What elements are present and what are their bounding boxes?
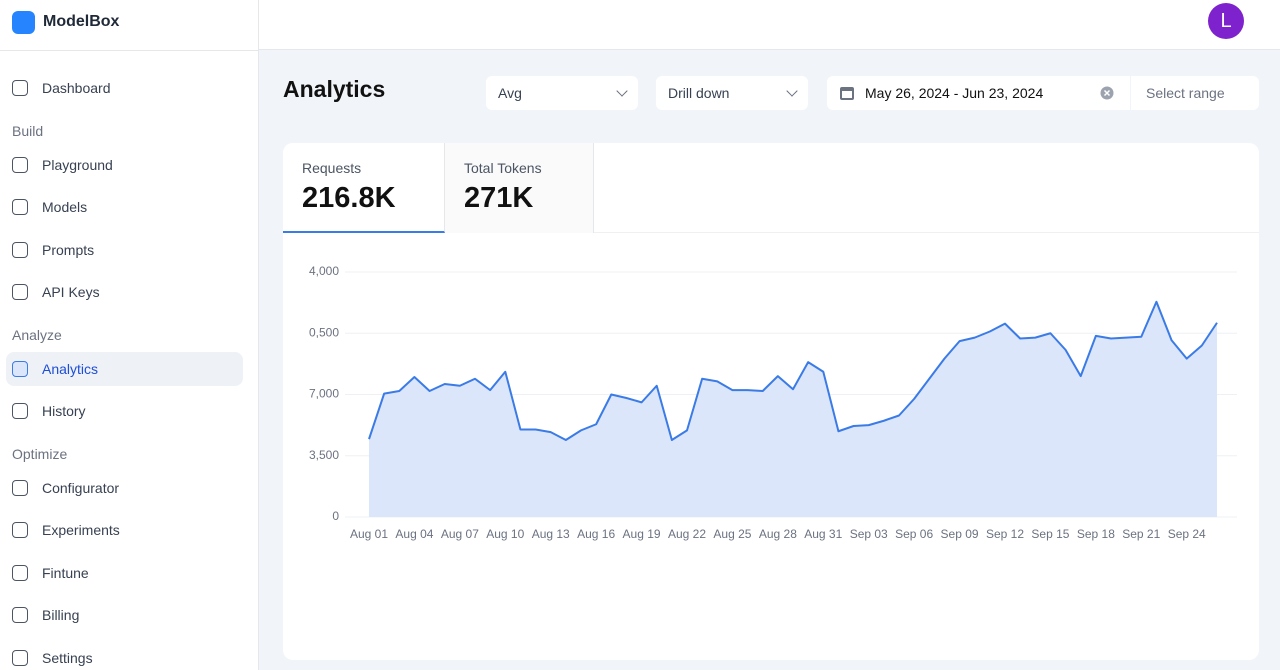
x-tick-label: Sep 03 [850,527,888,541]
nav-icon [12,241,28,258]
x-tick-label: Aug 31 [804,527,842,541]
nav-label: Models [42,199,88,215]
x-tick-label: Aug 13 [532,527,570,541]
y-tick-label: 7,000 [309,387,339,401]
x-tick-label: Sep 18 [1077,527,1115,541]
nav-label: Fintune [42,564,89,581]
tab[interactable]: Requests 216.8K [283,143,445,233]
line [368,300,1218,441]
tab-label: Requests [302,160,362,176]
x-tick-label: Sep 21 [1122,527,1160,541]
nav-label: Settings [42,649,93,666]
nav-icon [12,479,28,496]
x-tick-label: Aug 19 [623,527,661,541]
nav-icon [12,649,28,666]
nav-icon [12,607,28,623]
x-tick-label: Aug 10 [486,527,524,541]
clear-icon[interactable] [1100,86,1114,100]
topbar [259,0,1280,50]
nav-heading: Analyze [12,326,62,343]
avatar[interactable]: L [1208,3,1244,39]
nav-label: API Keys [42,284,100,300]
y-tick-label: 0 [332,509,339,523]
nav-icon [12,199,28,215]
x-tick-label: Aug 16 [577,527,615,541]
nav-heading: Optimize [12,445,68,462]
nav-label: Prompts [42,241,95,258]
nav-item[interactable]: Prompts [6,233,243,267]
nav-label: Billing [42,607,80,623]
nav-icon [12,522,28,538]
page-title: Analytics [283,76,386,102]
y-tick-label: 0,500 [309,325,339,339]
tab-label: Total Tokens [464,160,542,176]
chevron [616,85,628,97]
calendar-icon [840,87,854,100]
x-tick-label: Aug 25 [713,527,751,541]
chart: 0 3,500 7,000 0,500 4,000 Aug 01 Aug 04 Aug 07 A… [309,264,1237,541]
nav-icon [12,360,28,377]
divider [283,232,1259,233]
x-tick-label: Sep 12 [986,527,1024,541]
nav: Dashboard Build Playground Models Prompts API… [6,71,243,670]
chevron [786,85,798,97]
tab-value: 216.8K [302,182,396,214]
x-tick-label: Aug 04 [395,527,433,541]
area [369,301,1217,517]
dropdown[interactable]: Avg [486,76,638,110]
nav-icon [12,564,28,581]
chart-card: Requests 216.8K Total Tokens 271K 0 3,500 7,… [283,143,1259,660]
logo [12,10,35,34]
x-tick-label: Aug 07 [441,527,479,541]
brand[interactable]: ModelBox [12,10,119,34]
nav-icon [12,403,28,419]
nav-label: Experiments [42,522,120,538]
x-tick-label: Sep 09 [941,527,979,541]
nav-item[interactable]: Playground [6,148,243,182]
nav-item[interactable]: Billing [6,598,243,632]
nav-item[interactable]: Settings [6,641,243,670]
y-tick-label: 3,500 [309,448,339,462]
x-tick-label: Sep 24 [1168,527,1206,541]
nav-heading: Build [12,122,44,139]
dropdown-label: Avg [498,85,522,101]
nav-item[interactable]: Analytics [6,351,243,386]
tab-value: 271K [464,182,534,214]
nav-label: Analytics [42,360,99,377]
nav-icon [12,80,28,96]
divider [0,50,258,51]
nav-label: Configurator [42,479,120,496]
brand-name: ModelBox [43,13,120,30]
nav-label: Dashboard [42,80,111,96]
sidebar: ModelBox Dashboard Build Playground Models P… [0,0,259,670]
nav-label: Playground [42,156,113,173]
dropdown-label: Drill down [668,85,730,101]
nav-item[interactable]: Dashboard [6,71,243,105]
date-picker[interactable]: May 26, 2024 - Jun 23, 2024 [827,76,1130,110]
nav-item[interactable]: History [6,394,243,428]
nav-item[interactable]: Fintune [6,556,243,590]
nav-item[interactable]: API Keys [6,275,243,309]
nav-icon [12,156,28,173]
tab[interactable]: Total Tokens 271K [445,143,594,233]
date-range: May 26, 2024 - Jun 23, 2024 [865,85,1044,101]
x-tick-label: Aug 01 [350,527,388,541]
x-tick-label: Sep 15 [1031,527,1069,541]
nav-item[interactable]: Models [6,190,243,224]
nav-icon [12,284,28,300]
nav-item[interactable]: Experiments [6,513,243,547]
x-tick-label: Aug 28 [759,527,797,541]
y-tick-label: 4,000 [309,264,339,278]
dropdown[interactable]: Drill down [656,76,808,110]
nav-item[interactable]: Configurator [6,471,243,505]
nav-label: History [42,403,86,419]
x-tick-label: Aug 22 [668,527,706,541]
x-tick-label: Sep 06 [895,527,933,541]
range-select[interactable]: Select range [1131,76,1259,110]
